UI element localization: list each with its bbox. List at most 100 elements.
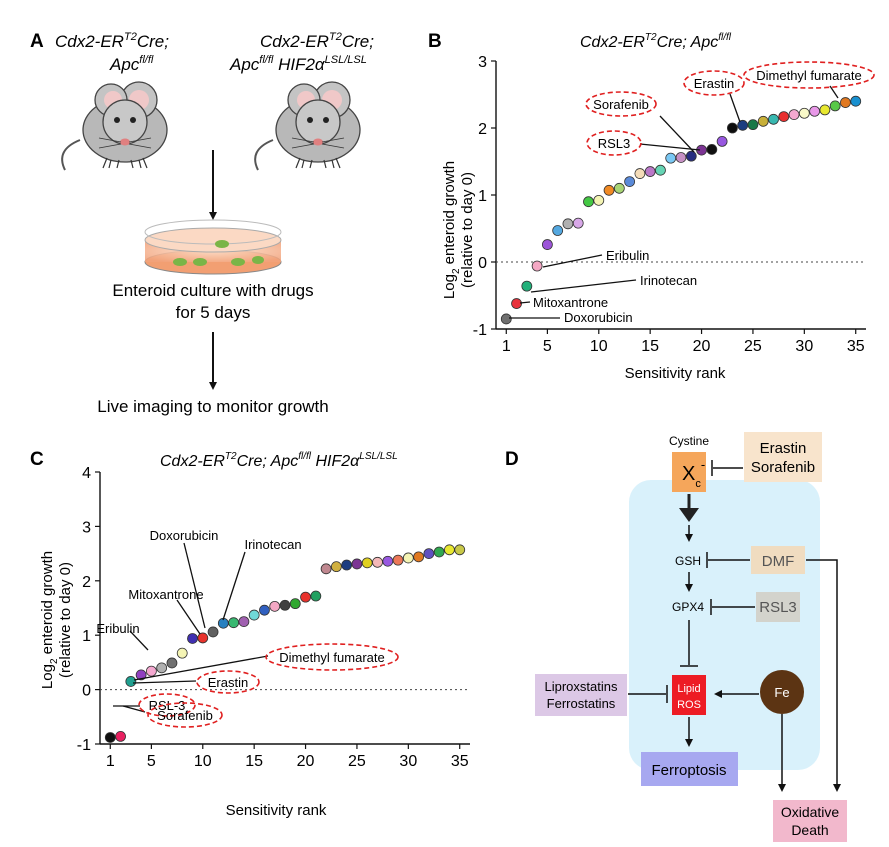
panel-c-point [351,558,363,570]
panel-c-ylabel-line1: Log2 enteroid growth [39,551,60,689]
step1-text-line2: for 5 days [176,303,251,322]
panel-b-highlight-dmf [743,61,875,89]
panel-b-x-tick-label: 1 [502,338,511,355]
panel-b-point [624,176,636,188]
panel-c-y-tick-label: 2 [82,574,91,591]
gpx4-label: GPX4 [672,600,704,614]
panel-c-point [392,554,404,566]
oxidative-death-box [773,800,847,842]
panel-c-point [104,732,116,743]
panel-b-point [850,95,862,107]
mouse1-icon [61,81,168,171]
mouse1-label-line1: Cdx2-ERT2Cre; [55,31,169,51]
panel-b-point [603,184,615,196]
panel-b-xlabel: Sensitivity rank [625,365,726,382]
panel-c-label-mitoxantrone: Mitoxantrone [128,587,203,602]
panel-c-point [145,665,157,677]
ros-label: ROS [677,699,701,711]
panel-c-y-tick-label: 4 [82,465,91,482]
panel-b-point [572,217,584,229]
panel-c-x-tick-label: 25 [348,753,366,770]
erastin-label: Erastin [760,440,807,457]
panel-b-point [778,111,790,123]
panel-b-point [840,97,851,108]
panel-b-point [829,100,841,112]
panel-c-marks [104,544,466,743]
panel-c-point [135,669,147,681]
panel-b-y-tick-label: 0 [478,255,487,272]
panel-c-point [402,552,414,564]
death-label: Death [791,822,828,838]
sorafenib-label: Sorafenib [751,459,815,476]
panel-b-point [798,107,810,119]
panel-c-x-tick-label: 1 [106,753,115,770]
panel-c-label-sorafenib: Sorafenib [157,708,213,723]
panel-c-point [259,604,270,616]
panel-b-y-tick-label: 1 [478,188,487,205]
panel-c-point [310,590,322,602]
liproxstatins-box [535,674,627,716]
panel-b-x-tick-label: 35 [847,338,865,355]
panel-c-label-erastin: Erastin [208,675,248,690]
panel-c-y-tick-label: -1 [77,737,91,754]
panel-c-point [115,730,126,742]
panel-b-x-tick-label: 5 [543,338,552,355]
panel-b-point [716,135,728,147]
panel-b-marks [500,95,862,325]
panel-b-label-sorafenib: Sorafenib [593,97,649,112]
ferroptosis-box [641,752,738,786]
panel-c-point [330,561,342,573]
panel-a: A Cdx2-ERT2Cre; Apcfl/fl Cdx2-ERT2Cre; A… [30,31,374,416]
xc-transporter-box [672,452,706,492]
panel-c-ylabel-line2: (relative to day 0) [57,562,74,678]
panel-b-label-irinotecan: Irinotecan [640,273,697,288]
panel-d: D Cystine Xc- Erastin Sorafenib GSH GPX4… [505,432,847,842]
panel-b-label-dmf: Dimethyl fumarate [756,68,861,83]
panel-b-point [613,182,625,194]
panel-b-title: Cdx2-ERT2Cre; Apcfl/fl [580,32,732,51]
panel-c-x-tick-label: 15 [245,753,263,770]
panel-c-label-eribulin: Eribulin [96,621,139,636]
panel-c-y-tick-label: 3 [82,519,91,536]
panel-c-point [156,662,168,674]
mouse1-label-line2: Apcfl/fl [109,54,154,74]
panel-b-ylabel-line2: (relative to day 0) [459,172,476,288]
mouse2-icon [254,81,361,171]
panel-c-highlight-erastin [196,670,260,694]
panel-c-x-tick-label: 10 [194,753,212,770]
panel-c-label-rsl3: RSL-3 [149,698,186,713]
mouse2-label-line2: Apcfl/fl HIF2αLSL/LSL [229,54,367,74]
panel-a-letter: A [30,31,44,52]
panel-c-label-irinotecan: Irinotecan [244,537,301,552]
panel-c-label-dmf: Dimethyl fumarate [279,650,384,665]
dmf-box [751,546,805,574]
panel-b-label-eribulin: Eribulin [606,248,649,263]
oxidative-label: Oxidative [781,804,840,820]
panel-c-point [187,633,198,644]
fe-label: Fe [774,685,789,700]
panel-c-point [248,609,260,621]
panel-b-callouts [509,85,839,319]
panel-c-point [433,546,445,558]
mouse2-label-line1: Cdx2-ERT2Cre; [260,31,374,51]
panel-c-highlight-sorafenib [147,702,223,728]
panel-b-point [737,119,749,131]
xc-transporter-label: Xc- [682,457,705,490]
panel-b-x-tick-label: 10 [590,338,608,355]
panel-b-ylabel: Log2 enteroid growth (relative to day 0) [441,161,476,299]
panel-b-point [768,113,779,125]
panel-b-point [706,144,718,155]
panel-c-point [176,647,188,659]
panel-b-point [500,313,512,325]
panel-b-point [675,152,687,163]
panel-b-point [665,152,677,164]
panel-c-point [372,556,383,568]
panel-d-letter: D [505,449,519,470]
panel-b-point [788,109,800,120]
panel-c-callouts [113,542,269,713]
panel-b-point [644,166,656,177]
panel-c-xlabel: Sensitivity rank [226,802,327,819]
panel-b-y-tick-label: 2 [478,121,487,138]
